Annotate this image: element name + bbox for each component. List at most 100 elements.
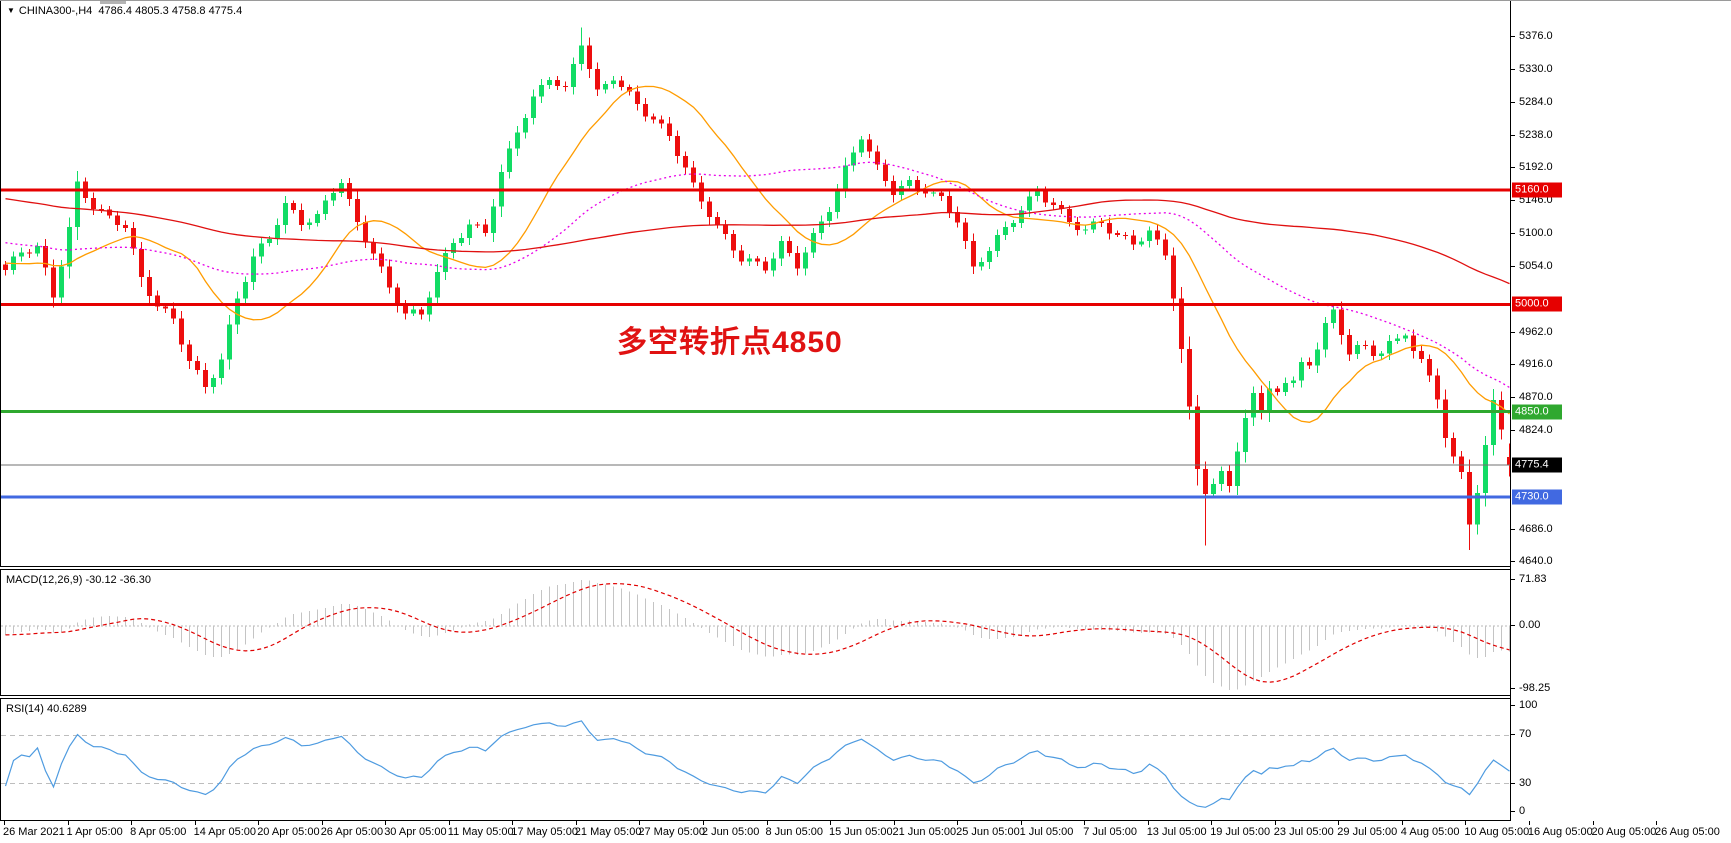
price-tick-label: 5238.0	[1519, 128, 1553, 141]
panel-splitter-handle[interactable]	[100, 1, 126, 4]
time-axis-label: 26 Mar 2021	[3, 826, 65, 838]
price-axis-line	[1510, 1, 1511, 821]
price-tick-label: 5054.0	[1519, 259, 1553, 272]
time-axis-label: 2 Jun 05:00	[701, 826, 760, 838]
time-axis-label: 19 Jul 05:00	[1210, 826, 1271, 838]
time-tick	[1592, 821, 1594, 825]
price-badge-4775.4: 4775.4	[1512, 457, 1562, 473]
macd-tick	[1511, 625, 1515, 626]
time-axis-label: 4 Aug 05:00	[1400, 826, 1460, 838]
time-tick	[1020, 821, 1022, 825]
time-tick	[131, 821, 133, 825]
quote-low: 4758.8	[171, 5, 206, 17]
time-axis-label: 23 Jul 05:00	[1273, 826, 1334, 838]
time-axis-label: 7 Jul 05:00	[1083, 826, 1138, 838]
symbol-label: CHINA300-,H4	[18, 5, 93, 17]
time-tick	[512, 821, 514, 825]
time-axis-label: 27 May 05:00	[638, 826, 706, 838]
macd-scale-label: -98.25	[1519, 682, 1551, 694]
rsi-label: RSI(14) 40.6289	[6, 703, 87, 715]
macd-panel[interactable]: MACD(12,26,9) -30.12 -36.30	[0, 569, 1510, 696]
rsi-tick	[1511, 811, 1515, 812]
time-tick	[830, 821, 831, 825]
time-axis-label: 8 Jun 05:00	[765, 826, 824, 838]
quote-close: 4775.4	[208, 5, 243, 17]
time-axis-label: 14 Apr 05:00	[193, 826, 256, 838]
time-tick	[893, 821, 895, 825]
macd-value-main: -30.12	[85, 574, 117, 586]
price-tick	[1511, 331, 1515, 333]
time-tick	[1147, 821, 1149, 825]
price-tick-label: 5192.0	[1519, 161, 1553, 174]
time-axis-label: 21 Jun 05:00	[892, 826, 957, 838]
price-tick	[1511, 68, 1515, 70]
time-tick	[385, 821, 387, 825]
price-tick-label: 5100.0	[1519, 227, 1553, 239]
time-axis-label: 21 May 05:00	[574, 826, 642, 838]
time-tick	[321, 821, 323, 825]
time-tick	[448, 821, 450, 825]
rsi-panel[interactable]: RSI(14) 40.6289	[0, 698, 1510, 821]
time-tick	[1274, 821, 1276, 825]
candlestick-chart-canvas[interactable]	[1, 1, 1510, 565]
price-tick-label: 4916.0	[1519, 358, 1553, 371]
time-axis[interactable]: 26 Mar 2021 1 Apr 05:00 8 Apr 05:00 14 Apr …	[0, 821, 1731, 843]
rsi-chart-canvas[interactable]	[1, 699, 1510, 820]
time-axis-label: 30 Apr 05:00	[384, 826, 447, 838]
price-tick	[1511, 101, 1515, 103]
main-chart-panel[interactable]	[0, 1, 1510, 567]
time-tick	[67, 821, 69, 825]
macd-tick	[1511, 579, 1515, 580]
time-axis-label: 8 Apr 05:00	[130, 826, 187, 838]
quote-bar: ▼ CHINA300-,H4 4786.4 4805.3 4758.8 4775.…	[7, 5, 242, 17]
macd-scale-label: 71.83	[1519, 573, 1547, 585]
time-tick	[4, 821, 5, 825]
macd-tick	[1511, 688, 1515, 689]
time-tick	[1401, 821, 1403, 825]
rsi-scale-label: 0	[1519, 805, 1526, 817]
time-tick	[1084, 821, 1086, 825]
price-scale[interactable]: 5376.0 5330.0 5284.0 5238.0 5192.0 5146.0 5100…	[1510, 1, 1731, 821]
time-tick	[1656, 821, 1657, 825]
time-axis-label: 20 Aug 05:00	[1591, 826, 1657, 838]
symbol-dropdown-icon[interactable]: ▼	[7, 6, 15, 15]
price-tick-label: 4824.0	[1519, 424, 1553, 437]
rsi-tick	[1511, 705, 1515, 706]
time-axis-label: 15 Jun 05:00	[829, 826, 893, 838]
time-tick	[766, 821, 768, 825]
price-tick	[1511, 430, 1515, 432]
rsi-value: 40.6289	[46, 703, 87, 715]
slow-ma-line	[5, 198, 1510, 285]
price-tick-label: 4870.0	[1519, 391, 1553, 404]
quote-open: 4786.4	[98, 5, 133, 17]
macd-chart-canvas[interactable]	[1, 570, 1510, 695]
price-tick	[1511, 561, 1515, 563]
annotation-text: 多空转折点4850	[617, 326, 843, 359]
time-axis-label: 25 Jun 05:00	[956, 826, 1020, 838]
price-tick	[1511, 397, 1515, 399]
price-tick	[1511, 167, 1515, 169]
price-tick	[1511, 200, 1515, 202]
time-axis-label: 26 Aug 05:00	[1655, 826, 1720, 838]
price-tick	[1511, 233, 1515, 234]
price-badge-4850.0: 4850.0	[1512, 404, 1562, 419]
price-tick-label: 5284.0	[1519, 95, 1553, 108]
time-axis-label: 16 Aug 05:00	[1527, 826, 1593, 838]
macd-value-signal: -36.30	[119, 574, 151, 586]
rsi-scale-label: 70	[1519, 728, 1532, 741]
price-tick-label: 4640.0	[1519, 555, 1553, 568]
rsi-tick	[1511, 734, 1515, 736]
price-badge-5160.0: 5160.0	[1512, 182, 1562, 198]
time-tick	[194, 821, 196, 825]
quote-high: 4805.3	[135, 5, 169, 17]
time-axis-label: 20 Apr 05:00	[257, 826, 320, 838]
price-tick	[1511, 364, 1515, 366]
macd-scale-label: 0.00	[1519, 619, 1541, 631]
price-badge-4730.0: 4730.0	[1512, 489, 1562, 505]
price-tick-label: 5330.0	[1519, 62, 1553, 75]
fast-ma-line	[5, 85, 1510, 423]
rsi-tick	[1511, 782, 1515, 784]
time-axis-label: 1 Jul 05:00	[1019, 826, 1074, 838]
time-tick	[1211, 821, 1213, 825]
rsi-scale-label: 30	[1519, 776, 1532, 789]
